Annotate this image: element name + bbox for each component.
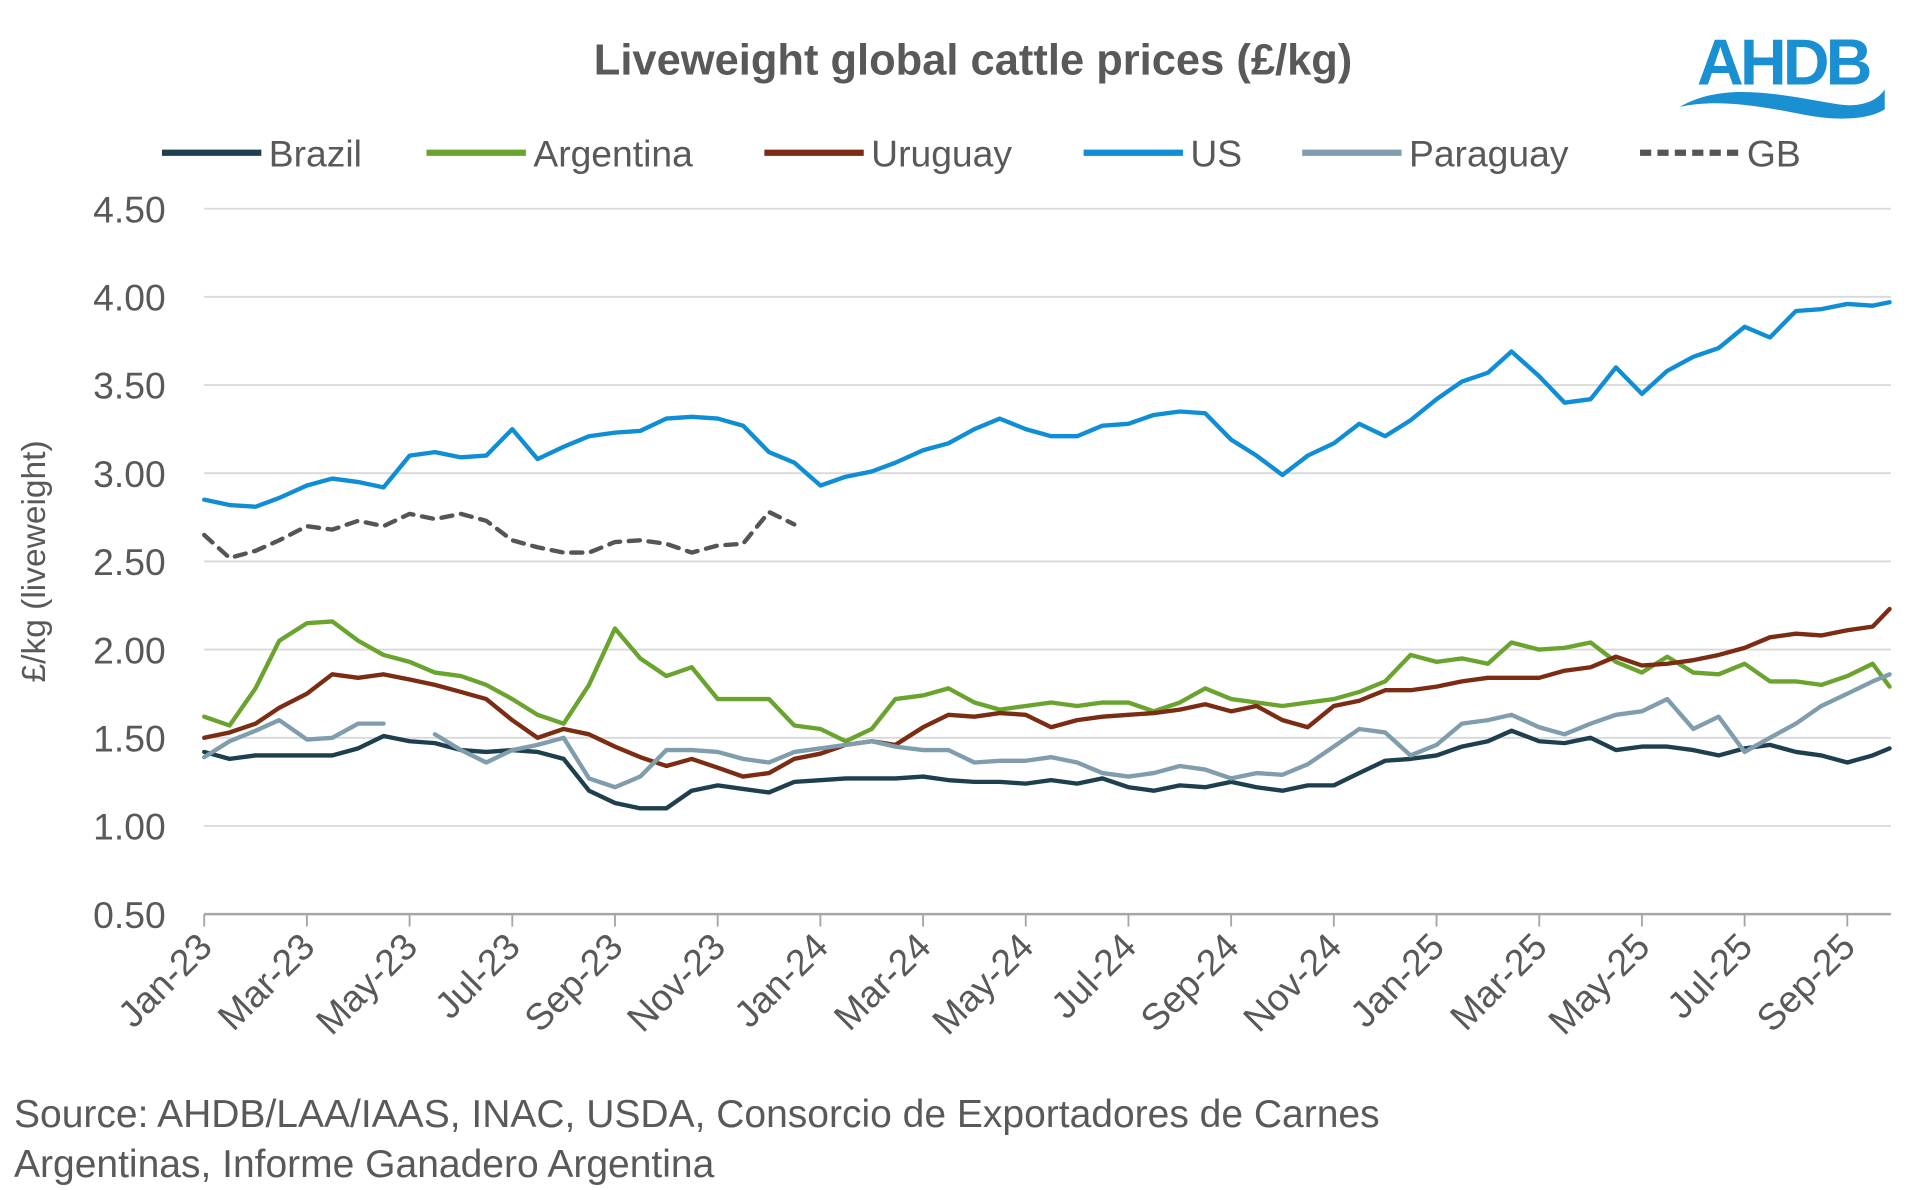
legend-item-uruguay: Uruguay — [764, 132, 1012, 174]
x-tick-label: Jul-25 — [1659, 925, 1760, 1026]
legend-label: US — [1190, 132, 1242, 174]
source-note: Source: AHDB/LAA/IAAS, INAC, USDA, Conso… — [14, 1090, 1380, 1190]
y-tick-label: 2.00 — [93, 629, 166, 671]
series-line-us — [202, 300, 1892, 509]
legend-label: GB — [1747, 132, 1801, 174]
y-tick-label: 4.00 — [93, 277, 166, 319]
y-tick-label: 3.50 — [93, 365, 166, 407]
x-tick-label: Jan-25 — [1342, 925, 1452, 1035]
y-tick-label: 1.50 — [93, 717, 166, 759]
y-tick-label: 2.50 — [93, 541, 166, 583]
svg-text:AHDB: AHDB — [1697, 26, 1870, 98]
chart-title: Liveweight global cattle prices (£/kg) — [594, 37, 1352, 85]
legend-item-argentina: Argentina — [426, 132, 693, 174]
legend-item-gb: GB — [1640, 132, 1801, 174]
y-tick-label: 1.00 — [93, 806, 166, 848]
y-tick-label: 3.00 — [93, 453, 166, 495]
source-line-2: Argentinas, Informe Ganadero Argentina — [14, 1143, 715, 1186]
legend-label: Paraguay — [1409, 132, 1569, 174]
legend-item-us: US — [1083, 132, 1242, 174]
source-line-1: Source: AHDB/LAA/IAAS, INAC, USDA, Conso… — [14, 1093, 1380, 1136]
ahdb-logo: AHDB — [1679, 26, 1885, 119]
series-line-argentina — [202, 619, 1892, 744]
x-tick-label: May-23 — [308, 925, 426, 1043]
series-line-uruguay — [202, 606, 1892, 779]
x-tick-label: May-25 — [1540, 925, 1658, 1043]
x-tick-label: Sep-25 — [1748, 925, 1863, 1040]
series-lines — [202, 300, 1892, 811]
x-tick-label: Sep-23 — [516, 925, 631, 1040]
y-tick-label: 0.50 — [93, 894, 166, 936]
legend-item-brazil: Brazil — [161, 132, 362, 174]
x-tick-label: Nov-24 — [1235, 925, 1350, 1040]
x-tick-label: Jul-23 — [426, 925, 527, 1026]
legend-item-paraguay: Paraguay — [1302, 132, 1569, 174]
series-line-paraguay — [202, 672, 1892, 790]
x-tick-label: Nov-23 — [619, 925, 734, 1040]
legend-label: Argentina — [533, 132, 693, 174]
x-tick-label: Mar-24 — [826, 925, 939, 1038]
legend: Brazil Argentina Uruguay US Paraguay GB — [161, 132, 1801, 174]
y-tick-label: 4.50 — [93, 188, 166, 230]
x-tick-label: Jul-24 — [1043, 925, 1144, 1026]
legend-label: Uruguay — [871, 132, 1012, 174]
x-tick-label: Sep-24 — [1132, 925, 1247, 1040]
gridlines — [204, 207, 1891, 827]
x-tick-label: Mar-25 — [1442, 925, 1555, 1038]
y-axis: 0.50 1.00 1.50 2.00 2.50 3.00 3.50 4.00 4.50 — [93, 188, 166, 935]
x-tick-label: Jan-23 — [110, 925, 220, 1035]
legend-label: Brazil — [269, 132, 362, 174]
y-axis-label: £/kg (liveweight) — [16, 440, 53, 682]
x-tick-label: Jan-24 — [726, 925, 836, 1035]
series-line-gb — [202, 509, 797, 561]
series-line-brazil — [202, 728, 1892, 811]
x-tick-label: May-24 — [924, 925, 1042, 1043]
x-tick-label: Mar-23 — [209, 925, 322, 1038]
